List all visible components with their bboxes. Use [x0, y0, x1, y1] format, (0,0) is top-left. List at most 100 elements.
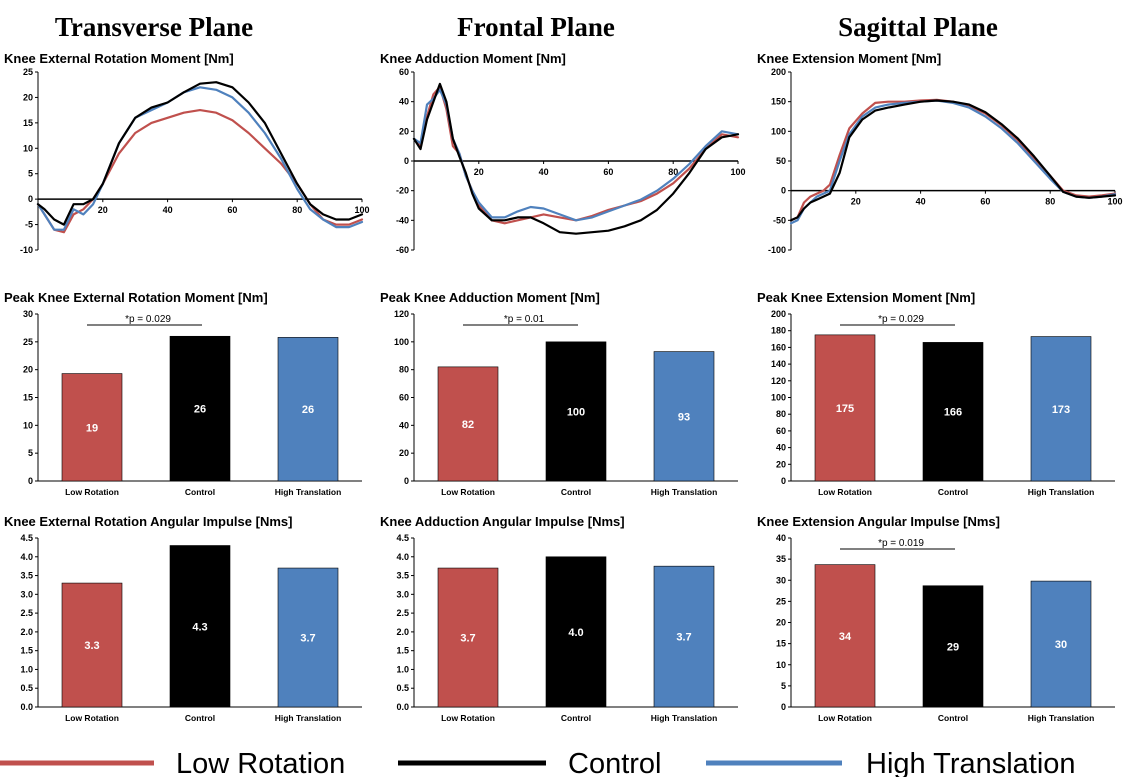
legend-label: Low Rotation [176, 748, 345, 777]
series-line-control [789, 99, 1117, 222]
bar [277, 337, 339, 482]
bar-value-label: 100 [567, 406, 585, 418]
y-tick-label: 100 [771, 126, 786, 136]
y-tick-label: 0 [781, 476, 786, 486]
bar [1030, 580, 1092, 708]
x-category-label: High Translation [651, 713, 718, 723]
plane-title: Sagittal Plane [838, 12, 998, 42]
y-tick-label: 15 [23, 118, 33, 128]
significance-label: *p = 0.029 [878, 314, 924, 325]
chart-title: Knee Adduction Angular Impulse [Nms] [380, 514, 625, 529]
chart-title: Knee Extension Angular Impulse [Nms] [757, 514, 1000, 529]
x-category-label: Low Rotation [65, 713, 119, 723]
y-tick-label: 0 [781, 186, 786, 196]
bar-value-label: 34 [839, 631, 852, 643]
y-tick-label: 140 [771, 359, 786, 369]
y-tick-label: 25 [23, 337, 33, 347]
bar [61, 373, 123, 482]
y-tick-label: 20 [776, 459, 786, 469]
y-tick-label: 60 [776, 426, 786, 436]
y-tick-label: 25 [23, 67, 33, 77]
y-tick-label: -50 [773, 215, 786, 225]
series-line-low-rotation [36, 108, 364, 234]
bar [922, 342, 984, 482]
chart-title: Knee Extension Moment [Nm] [757, 51, 941, 66]
y-tick-label: -100 [768, 245, 786, 255]
y-tick-label: 10 [23, 143, 33, 153]
x-tick-label: 20 [474, 167, 484, 177]
y-tick-label: 10 [23, 420, 33, 430]
x-tick-label: 100 [730, 167, 745, 177]
y-tick-label: 40 [776, 533, 786, 543]
bar [277, 567, 339, 708]
bar-value-label: 3.7 [300, 633, 315, 645]
x-tick-label: 40 [916, 197, 926, 207]
bar-value-label: 3.3 [84, 640, 99, 652]
bar-value-label: 93 [678, 411, 690, 423]
significance-label: *p = 0.029 [125, 314, 171, 325]
x-category-label: Low Rotation [818, 487, 872, 497]
y-tick-label: 2.0 [396, 627, 409, 637]
bar-value-label: 4.0 [568, 627, 583, 639]
x-tick-label: 80 [668, 167, 678, 177]
x-tick-label: 60 [980, 197, 990, 207]
y-tick-label: 0 [28, 194, 33, 204]
bar [814, 334, 876, 482]
legend: Low Rotation Control High Translation [0, 748, 1076, 777]
y-tick-label: 150 [771, 97, 786, 107]
series-line-high-translation [789, 99, 1117, 225]
y-tick-label: 1.5 [396, 646, 409, 656]
bar-value-label: 3.7 [676, 632, 691, 644]
legend-label: High Translation [866, 748, 1076, 777]
series-line-low-rotation [412, 85, 740, 225]
y-tick-label: 80 [399, 365, 409, 375]
bar [545, 341, 607, 482]
y-tick-label: 4.0 [20, 552, 33, 562]
series-line-control [36, 81, 364, 226]
line-chart: Knee External Rotation Moment [Nm]25 20 15… [4, 51, 370, 255]
y-tick-label: 50 [776, 156, 786, 166]
y-tick-label: 15 [776, 639, 786, 649]
bar [1030, 336, 1092, 482]
y-tick-label: 2.5 [396, 608, 409, 618]
plane-title: Frontal Plane [457, 12, 615, 42]
bar [61, 582, 123, 708]
y-tick-label: 100 [771, 393, 786, 403]
y-tick-label: 0 [781, 702, 786, 712]
y-tick-label: 20 [399, 448, 409, 458]
series-line-high-translation [412, 88, 740, 222]
y-tick-label: 160 [771, 342, 786, 352]
y-tick-label: 20 [23, 365, 33, 375]
bar [814, 564, 876, 708]
y-tick-label: 4.0 [396, 552, 409, 562]
bar-value-label: 30 [1055, 639, 1067, 651]
x-category-label: Control [185, 713, 215, 723]
y-tick-label: -20 [396, 186, 409, 196]
series-line-control [412, 82, 740, 235]
y-tick-label: 0.5 [20, 683, 33, 693]
y-tick-label: 200 [771, 309, 786, 319]
y-tick-label: 30 [23, 309, 33, 319]
x-category-label: Control [561, 487, 591, 497]
y-tick-label: 40 [399, 97, 409, 107]
x-category-label: High Translation [1028, 713, 1095, 723]
x-category-label: High Translation [275, 487, 342, 497]
bar-value-label: 82 [462, 419, 474, 431]
y-tick-label: -10 [20, 245, 33, 255]
y-tick-label: 40 [399, 420, 409, 430]
line-chart: Knee Extension Moment [Nm]200 150 100 50 0 -5… [757, 51, 1123, 255]
y-tick-label: 100 [394, 337, 409, 347]
significance-label: *p = 0.019 [878, 538, 924, 549]
y-tick-label: 120 [771, 376, 786, 386]
x-category-label: Low Rotation [441, 487, 495, 497]
y-tick-label: 25 [776, 596, 786, 606]
y-tick-label: 0.5 [396, 683, 409, 693]
y-tick-label: 0 [28, 476, 33, 486]
y-tick-label: 30 [776, 575, 786, 585]
y-tick-label: 5 [28, 448, 33, 458]
y-tick-label: 3.0 [20, 589, 33, 599]
x-tick-label: 80 [1045, 197, 1055, 207]
x-category-label: Control [185, 487, 215, 497]
bar-value-label: 173 [1052, 404, 1070, 416]
y-tick-label: 0.0 [20, 702, 33, 712]
